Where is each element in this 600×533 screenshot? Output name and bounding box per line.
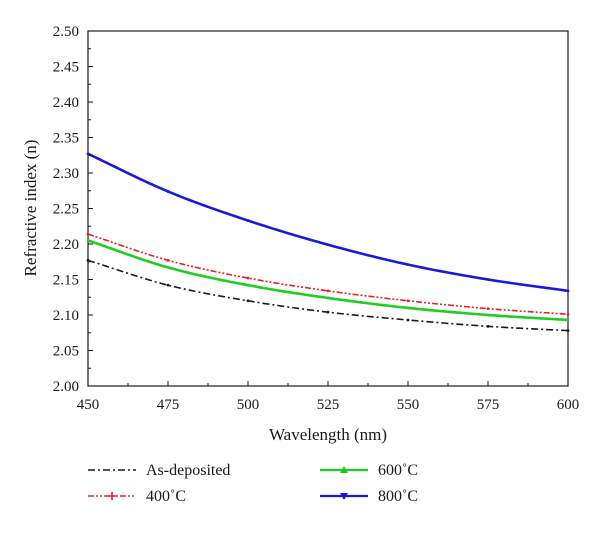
- data-point: [166, 258, 170, 262]
- legend-label: 400˚C: [146, 488, 186, 505]
- y-tick-label: 2.15: [53, 273, 79, 289]
- legend: As-deposited 600˚C 400˚C 800˚C: [88, 462, 418, 505]
- y-axis-title: Refractive index (n): [21, 140, 40, 277]
- legend-label: 600˚C: [378, 462, 418, 479]
- legend-marker-triangle-up: [340, 466, 348, 473]
- x-tick-label: 500: [237, 397, 260, 413]
- data-point: [566, 289, 570, 293]
- x-tick-label: 550: [397, 397, 420, 413]
- y-tick-label: 2.30: [53, 166, 79, 182]
- legend-marker-triangle-down: [340, 493, 348, 500]
- data-point: [406, 263, 410, 266]
- legend-marker-plus: [108, 492, 116, 500]
- series-line-1: [87, 259, 569, 332]
- x-tick-label: 575: [477, 397, 500, 413]
- data-point: [406, 318, 410, 322]
- y-axis: 2.00 2.05 2.10 2.15 2.20 2.25 2.30 2.35 2.40 2.45…: [53, 24, 93, 395]
- data-point: [86, 152, 90, 156]
- data-point: [86, 232, 90, 236]
- data-point: [486, 324, 490, 328]
- data-point: [166, 190, 170, 193]
- x-tick-label: 600: [557, 397, 580, 413]
- data-point: [566, 312, 570, 316]
- series-line-4: [87, 152, 569, 293]
- data-point: [246, 299, 250, 303]
- data-point: [326, 296, 330, 300]
- data-point: [486, 313, 490, 317]
- y-tick-label: 2.45: [53, 60, 79, 76]
- data-point: [166, 283, 170, 287]
- x-axis: 450 475 500 525 550 575 600: [77, 381, 580, 413]
- data-point: [86, 239, 90, 242]
- data-point: [326, 289, 330, 293]
- data-point: [246, 219, 250, 222]
- series-layer: [86, 152, 570, 333]
- data-point: [326, 310, 330, 314]
- legend-label: As-deposited: [146, 462, 230, 479]
- data-point: [406, 306, 410, 310]
- data-point: [486, 307, 490, 311]
- y-tick-label: 2.00: [53, 379, 79, 395]
- y-tick-label: 2.40: [53, 95, 79, 111]
- data-point: [86, 258, 90, 262]
- x-axis-title: Wavelength (nm): [269, 425, 387, 444]
- y-tick-label: 2.50: [53, 24, 79, 40]
- data-point: [166, 266, 170, 269]
- data-point: [326, 243, 330, 247]
- x-tick-label: 475: [157, 397, 180, 413]
- data-point: [246, 283, 250, 287]
- data-point: [566, 318, 570, 322]
- y-tick-label: 2.20: [53, 237, 79, 253]
- data-point: [486, 278, 490, 281]
- y-tick-label: 2.25: [53, 202, 79, 218]
- x-tick-label: 450: [77, 397, 100, 413]
- y-tick-label: 2.10: [53, 308, 79, 324]
- plot-frame: [87, 30, 569, 387]
- legend-label: 800˚C: [378, 488, 418, 505]
- y-tick-label: 2.05: [53, 344, 79, 360]
- x-tick-label: 525: [317, 397, 340, 413]
- data-point: [406, 299, 410, 303]
- y-tick-label: 2.35: [53, 131, 79, 147]
- data-point: [246, 276, 250, 280]
- data-point: [566, 329, 570, 333]
